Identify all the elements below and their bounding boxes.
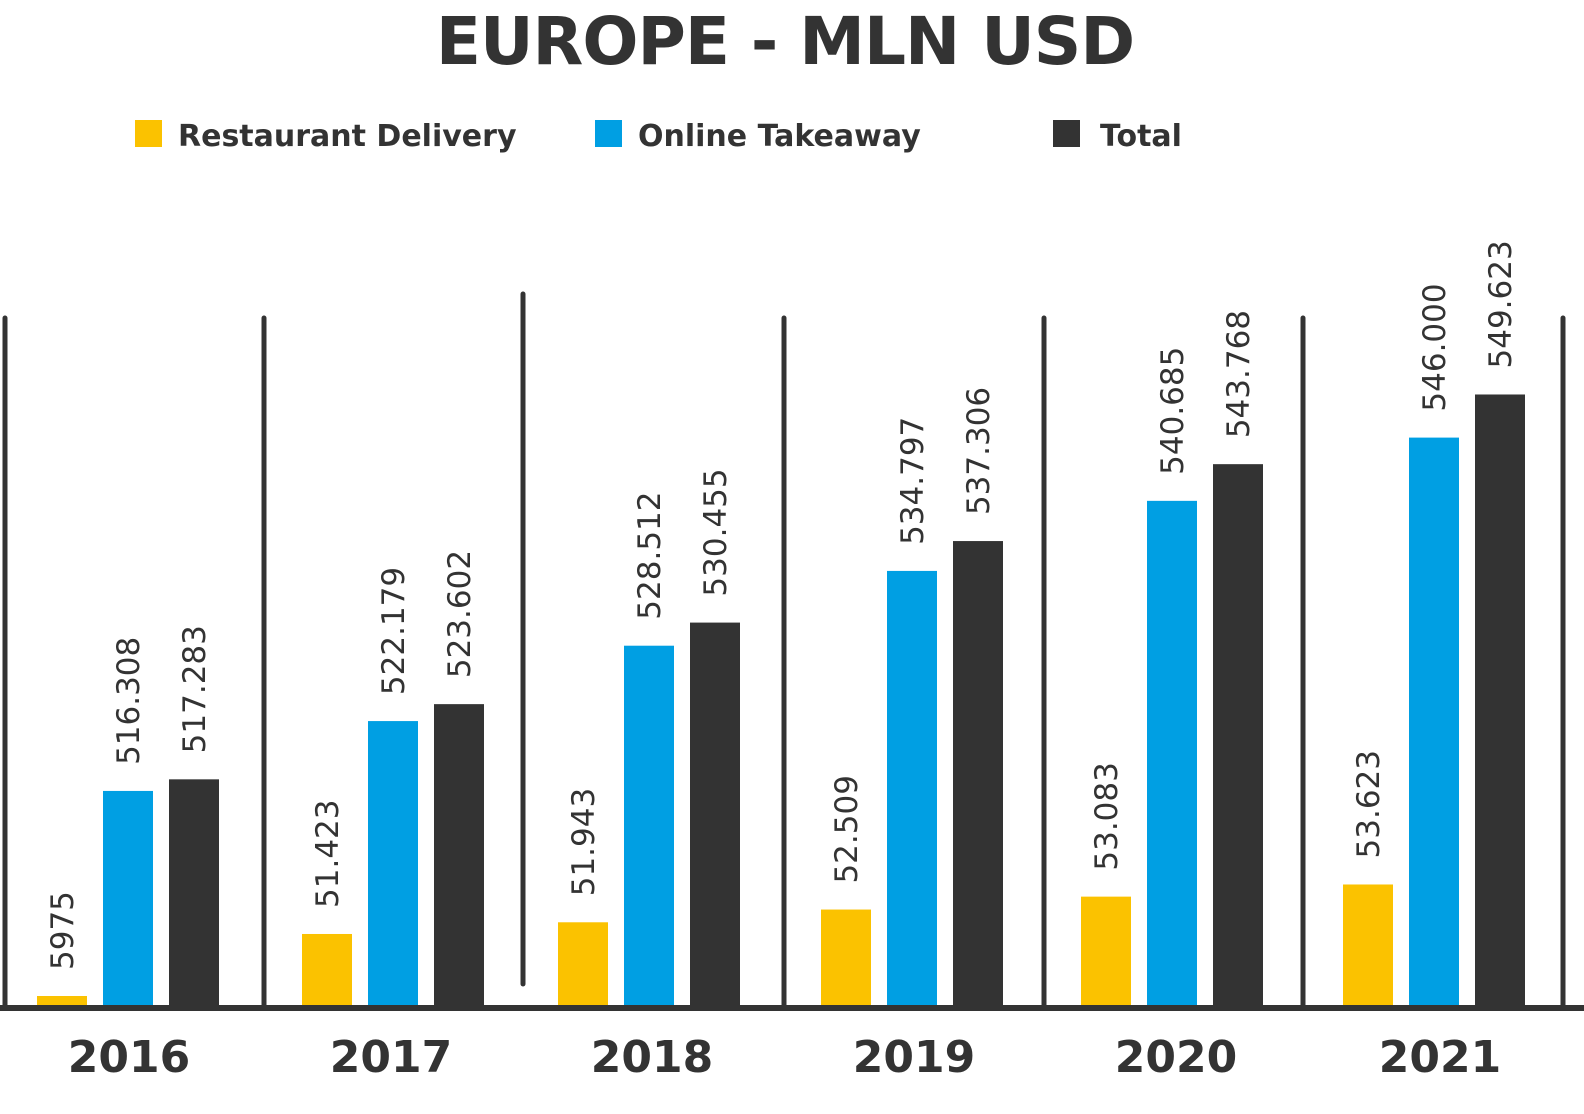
x-tick-label: 2021 [1379,1032,1501,1083]
bar [1475,394,1525,1006]
bar [1147,500,1197,1006]
data-label: 51.423 [310,799,346,907]
bar [558,922,608,1006]
legend-label: Restaurant Delivery [178,119,517,154]
bar [953,541,1003,1006]
x-tick-label: 2020 [1115,1032,1237,1083]
bar [302,933,352,1006]
bar [1081,896,1131,1006]
legend-label: Online Takeaway [638,119,921,154]
data-label: 528.512 [632,492,668,620]
bar [821,909,871,1006]
legend-swatch [1053,120,1080,147]
data-label: 51.943 [566,788,602,896]
data-label: 53.083 [1089,762,1125,870]
chart-title: EUROPE - MLN USD [436,3,1134,80]
data-label: 523.602 [442,550,478,678]
data-label: 516.308 [111,637,147,765]
bar [1343,884,1393,1006]
data-label: 5975 [45,891,81,970]
data-label: 517.283 [177,625,213,753]
bar [1409,437,1459,1007]
bar [434,704,484,1006]
bar [37,996,87,1006]
bars [37,394,1525,1007]
data-label: 549.623 [1483,240,1519,368]
value-labels: 5975 516.308 517.283 51.423 522.179 523.602 51… [45,240,1519,970]
bar [169,779,219,1006]
x-tick-label: 2017 [330,1032,452,1083]
legend: Restaurant Delivery Online Takeaway Total [135,119,1182,154]
x-tick-label: 2018 [591,1032,713,1083]
x-tick-label: 2016 [68,1032,190,1083]
data-label: 540.685 [1155,347,1191,475]
data-label: 522.179 [376,567,412,695]
bar [690,622,740,1006]
bar [624,645,674,1006]
category-dividers [2,291,1566,1009]
bar [368,721,418,1006]
legend-item: Total [1053,119,1182,154]
x-tick-label: 2019 [853,1032,975,1083]
data-label: 530.455 [698,468,734,596]
legend-label: Total [1100,119,1182,154]
x-axis-tick-labels: 2016 2017 2018 2019 2020 2021 [68,1032,1501,1083]
bar [887,570,937,1006]
legend-item: Online Takeaway [595,119,921,154]
data-label: 53.623 [1351,750,1387,858]
legend-item: Restaurant Delivery [135,119,517,154]
data-label: 534.797 [895,417,931,545]
bar [103,790,153,1006]
data-label: 543.768 [1221,310,1257,438]
data-label: 546.000 [1417,283,1453,411]
legend-swatch [595,120,622,147]
bar [1213,464,1263,1007]
legend-swatch [135,120,162,147]
data-label: 52.509 [829,775,865,883]
data-label: 537.306 [961,387,997,515]
